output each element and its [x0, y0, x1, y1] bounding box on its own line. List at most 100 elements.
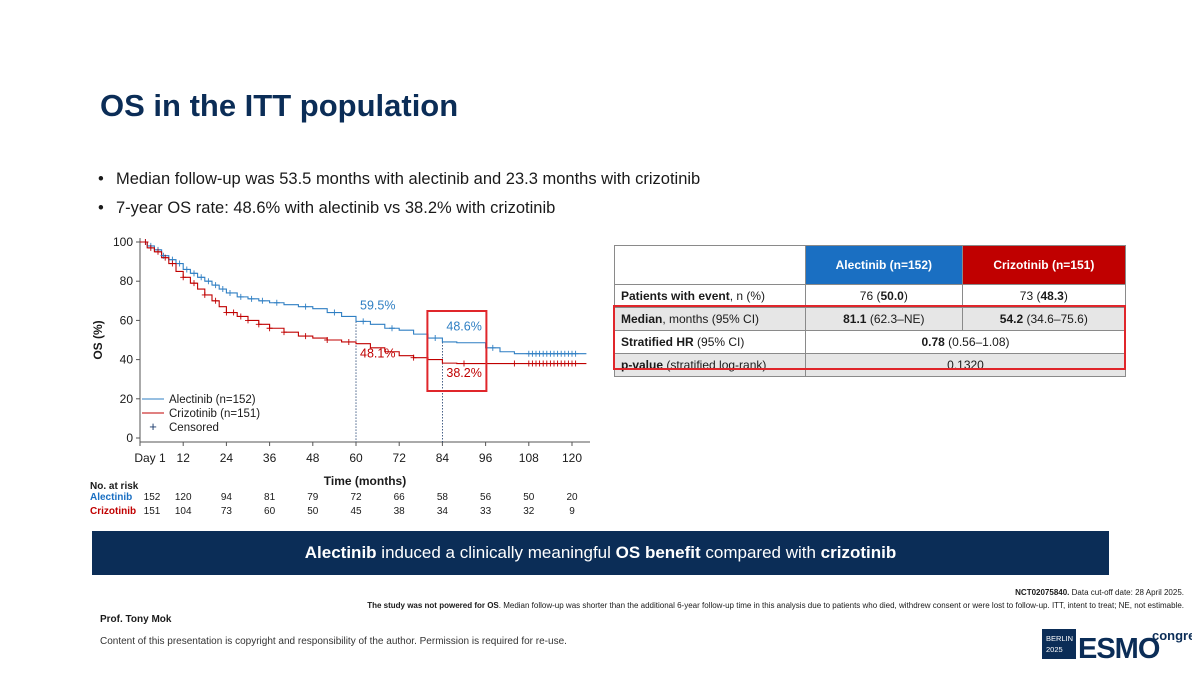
- risk-value: 151: [144, 506, 161, 517]
- table-header-alectinib: Alectinib (n=152): [805, 245, 963, 285]
- censor-mark-crizotinib: [212, 297, 219, 304]
- y-tick-label: 0: [126, 431, 133, 445]
- footnote-trial-id: NCT02075840. Data cut-off date: 28 April…: [1015, 588, 1184, 597]
- censor-mark-crizotinib: [302, 333, 309, 340]
- logo-suffix: congress: [1152, 628, 1192, 643]
- series-line-crizotinib: [140, 241, 587, 365]
- x-tick-label: 120: [562, 451, 582, 465]
- bullet-follow-up: • Median follow-up was 53.5 months with a…: [98, 170, 700, 189]
- censor-mark-alectinib: [205, 278, 212, 285]
- legend-swatch: +: [149, 419, 157, 434]
- km-chart: 0 20 40 60 80 100 Day 1 12 24 36 48 60 72 84 96 108 120 T…: [90, 235, 590, 517]
- censor-mark-alectinib: [198, 274, 205, 281]
- chart-axes: 0 20 40 60 80 100 Day 1 12 24 36 48 60 72 84 96 108 120 T…: [91, 235, 590, 488]
- censor-mark-alectinib: [273, 299, 280, 306]
- risk-value: 45: [350, 506, 362, 517]
- legend-label: Crizotinib (n=151): [169, 408, 260, 420]
- x-tick-label: 96: [479, 451, 493, 465]
- censor-mark-alectinib: [219, 286, 226, 293]
- censor-mark-crizotinib: [147, 244, 154, 251]
- cell-crizotinib-median: 54.2 (34.6–75.6): [961, 307, 1127, 331]
- risk-value: 20: [566, 492, 578, 503]
- censor-mark-crizotinib: [180, 274, 187, 281]
- censor-mark-alectinib: [183, 266, 190, 273]
- logo-brand: ESMO: [1078, 633, 1160, 665]
- censor-mark-alectinib: [572, 350, 579, 357]
- logo-badge: [1042, 629, 1076, 659]
- censor-mark-crizotinib: [266, 325, 273, 332]
- risk-title: No. at risk: [90, 481, 139, 492]
- cell-crizotinib-events: 73 (48.3): [961, 284, 1127, 308]
- bullet-text: Median follow-up was 53.5 months with al…: [116, 170, 701, 188]
- risk-value: 34: [437, 506, 449, 517]
- presenter-name: Prof. Tony Mok: [100, 614, 172, 625]
- table-header-crizotinib: Crizotinib (n=151): [961, 245, 1127, 285]
- risk-value: 9: [569, 506, 575, 517]
- censor-mark-alectinib: [237, 293, 244, 300]
- censor-mark-alectinib: [212, 282, 219, 289]
- risk-value: 72: [350, 492, 362, 503]
- risk-value: 120: [175, 492, 192, 503]
- esmo-congress-logo: BERLIN 2025 ESMO congress: [1042, 628, 1192, 665]
- bullet-marker: •: [98, 199, 104, 217]
- censor-mark-alectinib: [176, 260, 183, 267]
- risk-value: 50: [307, 506, 319, 517]
- x-tick-label: 48: [306, 451, 320, 465]
- y-tick-label: 40: [120, 353, 134, 367]
- censor-mark-crizotinib: [155, 248, 161, 255]
- risk-value: 58: [437, 492, 449, 503]
- x-tick-label: 36: [263, 451, 277, 465]
- table-row-hr: Stratified HR (95% CI) 0.78 (0.56–1.08): [614, 330, 1126, 354]
- reference-lines: [355, 321, 443, 442]
- risk-value: 50: [523, 492, 535, 503]
- censor-mark-crizotinib: [191, 280, 197, 287]
- y-tick-label: 100: [113, 235, 133, 249]
- censor-mark-crizotinib: [162, 254, 169, 261]
- risk-value: 152: [144, 492, 161, 503]
- censor-mark-crizotinib: [237, 313, 244, 320]
- row-label: Patients with event, n (%): [614, 284, 806, 308]
- y-tick-label: 60: [120, 313, 134, 327]
- censor-mark-crizotinib: [511, 360, 518, 367]
- x-tick-label: 24: [220, 451, 234, 465]
- censor-mark-crizotinib: [572, 360, 579, 367]
- chart-legend: Alectinib (n=152) Crizotinib (n=151) + Cens…: [142, 394, 260, 434]
- risk-value: 94: [221, 492, 233, 503]
- series-line-alectinib: [140, 241, 587, 355]
- table-row-events: Patients with event, n (%) 76 (50.0) 73 …: [614, 284, 1127, 308]
- risk-row-label: Alectinib: [90, 492, 132, 503]
- risk-value: 56: [480, 492, 492, 503]
- risk-value: 32: [523, 506, 535, 517]
- y-tick-label: 80: [120, 274, 134, 288]
- x-tick-label: Day 1: [134, 451, 166, 465]
- annotation-label: 59.5%: [360, 298, 395, 312]
- page-title: OS in the ITT population: [100, 88, 459, 123]
- censor-mark-crizotinib: [169, 260, 176, 267]
- censor-mark-crizotinib: [201, 291, 208, 298]
- annotation-label: 48.6%: [446, 320, 481, 334]
- copyright-notice: Content of this presentation is copyrigh…: [100, 636, 567, 647]
- chart-series: [140, 241, 587, 365]
- risk-value: 104: [175, 506, 192, 517]
- risk-value: 66: [394, 492, 406, 503]
- censor-mark-crizotinib: [142, 239, 149, 245]
- censor-marks: [142, 239, 579, 367]
- table-header-row: Alectinib (n=152) Crizotinib (n=151): [614, 245, 1127, 285]
- bullet-os-rate: • 7-year OS rate: 48.6% with alectinib vs…: [98, 199, 555, 218]
- risk-value: 79: [307, 492, 319, 503]
- risk-value: 33: [480, 506, 492, 517]
- x-tick-label: 72: [393, 451, 407, 465]
- bullet-text: 7-year OS rate: 48.6% with alectinib vs …: [116, 199, 556, 217]
- censor-mark-crizotinib: [281, 329, 287, 336]
- censor-mark-alectinib: [432, 335, 439, 342]
- annotation-highlight-box: [426, 310, 488, 392]
- censor-mark-alectinib: [259, 297, 266, 304]
- footnote-disclaimer: The study was not powered for OS. Median…: [367, 601, 1184, 610]
- censor-mark-crizotinib: [345, 338, 352, 345]
- censor-mark-crizotinib: [410, 354, 417, 361]
- censor-mark-crizotinib: [223, 309, 230, 316]
- x-tick-label: 108: [519, 451, 539, 465]
- x-tick-label: 84: [436, 451, 450, 465]
- censor-mark-crizotinib: [255, 321, 262, 328]
- censor-mark-crizotinib: [230, 309, 237, 316]
